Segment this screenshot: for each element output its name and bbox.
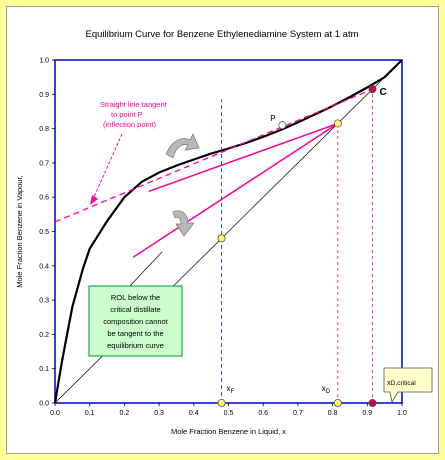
label-xf: xF	[227, 384, 235, 395]
x-tick-label: 0.4	[189, 410, 199, 417]
data-point	[368, 398, 377, 407]
rol-note-line: composition cannot	[103, 317, 169, 326]
x-tick-label: 0.1	[85, 410, 95, 417]
label-xd-critical: xD,critical	[387, 378, 416, 387]
x-tick-label: 0.6	[258, 410, 268, 417]
rol-note-line: ROL below the	[111, 293, 160, 302]
series-operating-line-upper-	[148, 122, 339, 193]
tangent-note-arrowhead	[90, 195, 98, 205]
y-tick-label: 0.3	[39, 298, 49, 305]
x-tick-label: 0.3	[154, 410, 164, 417]
rol-note-line: be tangent to the	[107, 329, 163, 338]
x-axis-label: Mole Fraction Benzene in Liquid, x	[171, 427, 286, 436]
gray-curved-arrow-upper	[165, 133, 200, 159]
y-tick-label: 0.0	[39, 401, 49, 408]
y-tick-label: 0.4	[39, 263, 49, 270]
tangent-note-line: (inflection point)	[103, 120, 156, 129]
y-tick-label: 0.1	[39, 366, 49, 373]
gray-curved-arrow-lower	[172, 210, 195, 237]
chart-card	[6, 6, 439, 454]
y-tick-label: 0.6	[39, 195, 49, 202]
x-tick-label: 0.7	[293, 410, 303, 417]
x-tick-label: 1.0	[397, 410, 407, 417]
y-tick-label: 0.8	[39, 126, 49, 133]
x-tick-label: 0.2	[120, 410, 130, 417]
tangent-note-pointer	[93, 133, 123, 198]
rol-note-line: equilibrium curve	[107, 341, 164, 350]
data-point	[217, 234, 226, 243]
tangent-note-line: to point P	[111, 110, 143, 119]
chart-title: Equilibrium Curve for Benzene Ethylenedi…	[86, 29, 359, 40]
y-tick-label: 0.2	[39, 332, 49, 339]
data-point-p	[278, 121, 287, 130]
tangent-note-line: Straight line tangent	[100, 100, 168, 109]
y-tick-label: 1.0	[39, 58, 49, 65]
x-tick-label: 0.8	[328, 410, 338, 417]
rol-note-pointer	[127, 251, 163, 289]
data-point	[217, 398, 226, 407]
y-axis-label: Mole Fraction Benzene in Vapour,	[15, 175, 24, 287]
series-tangent-line-at-p	[54, 88, 373, 223]
x-tick-label: 0.5	[224, 410, 234, 417]
data-point	[333, 119, 342, 128]
y-tick-label: 0.5	[39, 229, 49, 236]
xd-critical-callout	[383, 367, 433, 404]
label-p: P	[270, 114, 275, 123]
x-tick-label: 0.0	[50, 410, 60, 417]
label-xd: xD	[322, 384, 331, 395]
x-tick-label: 0.9	[362, 410, 372, 417]
data-point-c	[368, 85, 377, 94]
rol-note-box	[88, 285, 183, 357]
series-operating-line-lower-	[132, 122, 339, 258]
rol-note-line: critical distillate	[110, 305, 160, 314]
y-tick-label: 0.7	[39, 160, 49, 167]
data-point	[333, 398, 342, 407]
series-equilibrium-curve	[53, 59, 403, 404]
label-c: C	[380, 87, 387, 98]
y-tick-label: 0.9	[39, 92, 49, 99]
